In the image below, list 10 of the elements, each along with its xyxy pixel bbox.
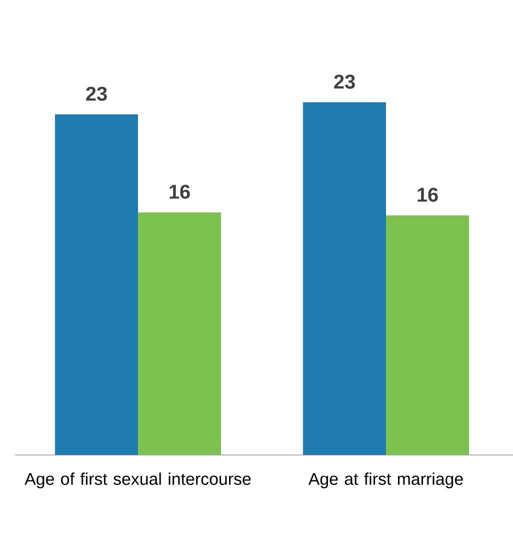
bar	[138, 212, 222, 455]
x-tick-label: Age at first marriage	[308, 472, 463, 488]
bar	[55, 114, 138, 455]
data-label: 23	[86, 86, 107, 101]
data-label: 23	[334, 74, 355, 89]
bar	[303, 102, 386, 455]
data-label: 16	[170, 184, 190, 199]
bar	[386, 215, 470, 455]
data-label: 16	[418, 188, 438, 202]
x-tick-label: Age of first sexual intercourse	[24, 472, 251, 488]
